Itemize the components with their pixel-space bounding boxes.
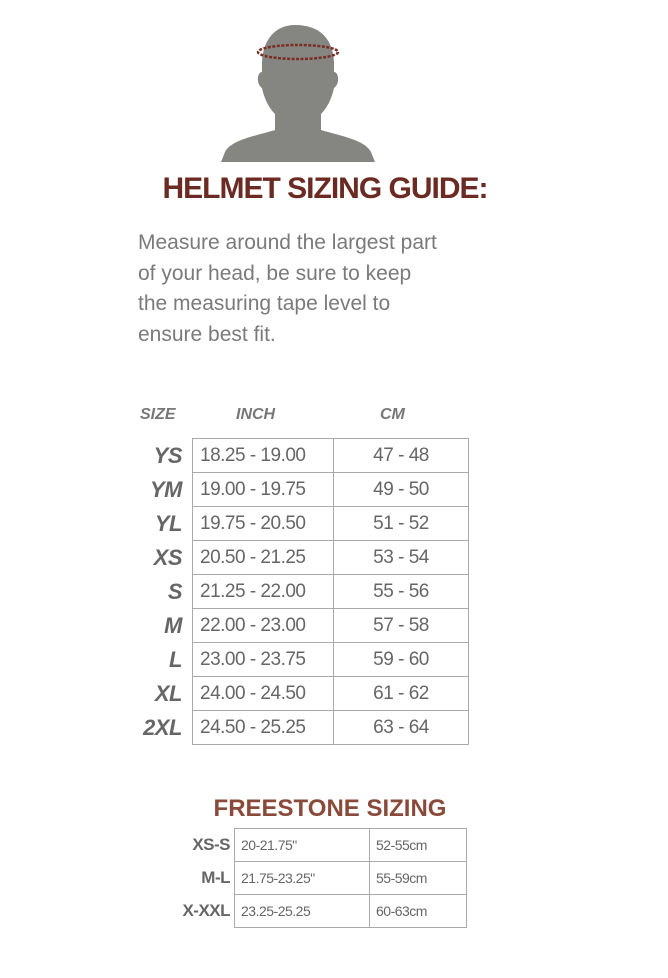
cell-cm: 59 - 60 <box>333 642 469 677</box>
instruction-line: Measure around the largest part <box>138 231 437 254</box>
header-cm: CM <box>380 406 405 423</box>
freestone-size-table: XS-S 20-21.75" 52-55cm M-L 21.75-23.25" 55-59… <box>178 828 467 928</box>
cell-inch: 24.50 - 25.25 <box>192 710 334 745</box>
cell-cm: 55-59cm <box>369 861 467 895</box>
freestone-title: FREESTONE SIZING <box>213 795 447 822</box>
table-row: M 22.00 - 23.00 57 - 58 <box>134 608 469 643</box>
cell-inch: 23.25-25.25 <box>234 894 370 928</box>
header-inch: INCH <box>236 406 276 423</box>
table-row: L 23.00 - 23.75 59 - 60 <box>134 642 469 677</box>
cell-size: XS-S <box>192 835 230 854</box>
cell-inch: 20-21.75" <box>234 828 370 862</box>
cell-size: M-L <box>201 868 230 887</box>
header-size: SIZE <box>140 406 176 423</box>
table-row: M-L 21.75-23.25" 55-59cm <box>178 861 467 895</box>
cell-cm: 60-63cm <box>369 894 467 928</box>
page-title: HELMET SIZING GUIDE: <box>162 172 489 205</box>
cell-cm: 63 - 64 <box>333 710 469 745</box>
cell-size: XS <box>153 544 183 570</box>
instruction-line: ensure best fit. <box>138 322 276 346</box>
cell-cm: 47 - 48 <box>333 438 469 473</box>
cell-cm: 53 - 54 <box>333 540 469 575</box>
cell-size: XL <box>154 680 183 706</box>
table-row: S 21.25 - 22.00 55 - 56 <box>134 574 469 609</box>
table-row: XS-S 20-21.75" 52-55cm <box>178 828 467 862</box>
cell-size: YM <box>150 476 182 502</box>
table-row: X-XXL 23.25-25.25 60-63cm <box>178 894 467 928</box>
cell-inch: 24.00 - 24.50 <box>192 676 334 711</box>
cell-inch: 21.75-23.25" <box>234 861 370 895</box>
cell-inch: 21.25 - 22.00 <box>192 574 334 609</box>
cell-size: 2XL <box>143 714 182 740</box>
cell-inch: 22.00 - 23.00 <box>192 608 334 643</box>
head-measuring-tape-icon <box>221 25 375 162</box>
cell-size: YS <box>153 442 183 468</box>
cell-cm: 57 - 58 <box>333 608 469 643</box>
cell-inch: 23.00 - 23.75 <box>192 642 334 677</box>
instruction-line: of your head, be sure to keep <box>138 261 412 285</box>
cell-cm: 55 - 56 <box>333 574 469 609</box>
cell-cm: 51 - 52 <box>333 506 469 541</box>
cell-inch: 20.50 - 21.25 <box>192 540 334 575</box>
table-row: XL 24.00 - 24.50 61 - 62 <box>134 676 469 711</box>
cell-inch: 19.00 - 19.75 <box>192 472 334 507</box>
cell-cm: 61 - 62 <box>333 676 469 711</box>
cell-size: X-XXL <box>182 901 230 920</box>
cell-size: L <box>169 646 182 672</box>
table-row: XS 20.50 - 21.25 53 - 54 <box>134 540 469 575</box>
cell-cm: 52-55cm <box>369 828 467 862</box>
table-row: 2XL 24.50 - 25.25 63 - 64 <box>134 710 469 745</box>
table-row: YS 18.25 - 19.00 47 - 48 <box>134 438 469 473</box>
table-row: YM 19.00 - 19.75 49 - 50 <box>134 472 469 507</box>
instructions: Measure around the largest part of your … <box>138 228 538 350</box>
instruction-line: the measuring tape level to <box>138 292 391 315</box>
table-row: YL 19.75 - 20.50 51 - 52 <box>134 506 469 541</box>
cell-size: S <box>167 578 183 604</box>
cell-cm: 49 - 50 <box>333 472 469 507</box>
cell-inch: 19.75 - 20.50 <box>192 506 334 541</box>
cell-size: YL <box>154 510 183 536</box>
cell-size: M <box>164 612 182 638</box>
cell-inch: 18.25 - 19.00 <box>192 438 334 473</box>
helmet-size-table: YS 18.25 - 19.00 47 - 48 YM 19.00 - 19.75 49 … <box>134 438 469 745</box>
